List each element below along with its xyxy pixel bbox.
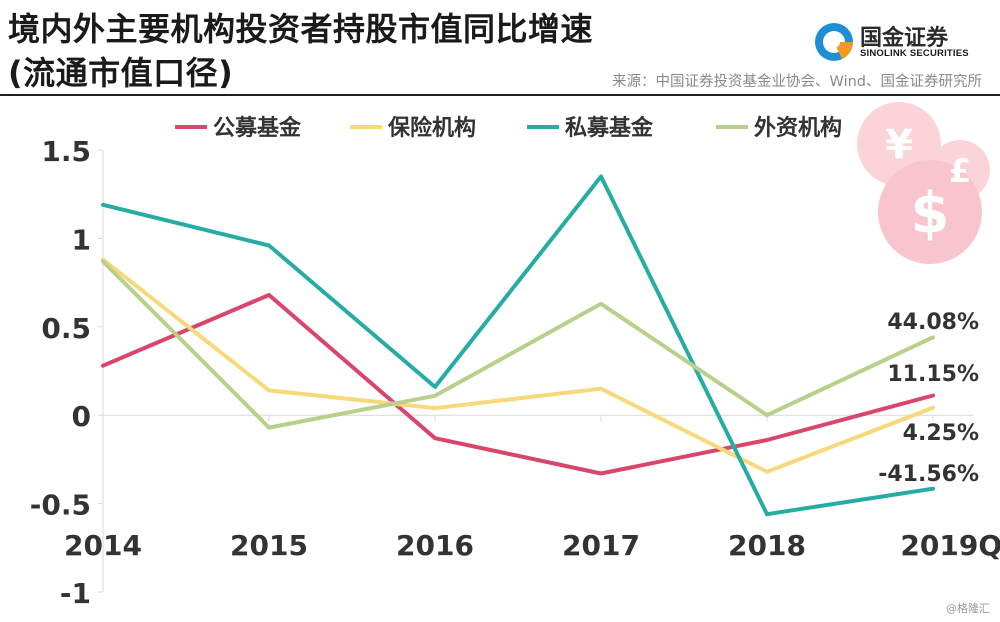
- legend-label: 私募基金: [565, 115, 654, 141]
- y-tick-label: 1.5: [41, 135, 91, 168]
- brand-subtitle: SINOLINK SECURITIES: [860, 48, 969, 59]
- header-divider: [0, 94, 1000, 96]
- series-line: [101, 257, 935, 474]
- legend-label: 保险机构: [387, 115, 476, 141]
- source-note: 来源：中国证券投资基金业协会、Wind、国金证券研究所: [612, 74, 982, 90]
- svg-text:£: £: [949, 152, 971, 190]
- brand-logo: 国金证券 SINOLINK SECURITIES: [812, 20, 992, 68]
- series-line: [101, 174, 935, 517]
- y-tick-label: 0.5: [41, 312, 91, 345]
- chart-title: 境内外主要机构投资者持股市值同比增速: [8, 10, 594, 48]
- y-tick-label: -0.5: [30, 489, 91, 522]
- sinolink-logo-icon: [815, 23, 853, 61]
- y-tick-label: -1: [60, 577, 91, 610]
- series-line: [101, 293, 935, 476]
- x-tick-label: 2019Q1: [900, 529, 1000, 562]
- brand-name: 国金证券: [860, 26, 949, 51]
- x-tick-label: 2015: [230, 529, 308, 562]
- x-tick-label: 2018: [728, 529, 806, 562]
- data-label: 44.08%: [887, 310, 979, 335]
- y-tick-label: 0: [72, 400, 91, 433]
- series-line: [101, 259, 935, 430]
- svg-text:¥: ¥: [885, 122, 913, 168]
- chart-subtitle: (流通市值口径): [8, 54, 234, 92]
- data-label: 4.25%: [903, 421, 979, 446]
- legend-label: 公募基金: [213, 115, 302, 141]
- data-label: -41.56%: [878, 462, 979, 487]
- currency-coins-icon: ¥ £ $: [857, 102, 990, 264]
- x-tick-label: 2016: [396, 529, 474, 562]
- svg-text:$: $: [911, 181, 950, 246]
- x-tick-label: 2017: [562, 529, 640, 562]
- legend-label: 外资机构: [754, 115, 842, 141]
- data-label: 11.15%: [887, 362, 979, 387]
- x-tick-label: 2014: [64, 529, 142, 562]
- watermark: @格隆汇: [946, 602, 990, 615]
- y-tick-label: 1: [72, 223, 91, 256]
